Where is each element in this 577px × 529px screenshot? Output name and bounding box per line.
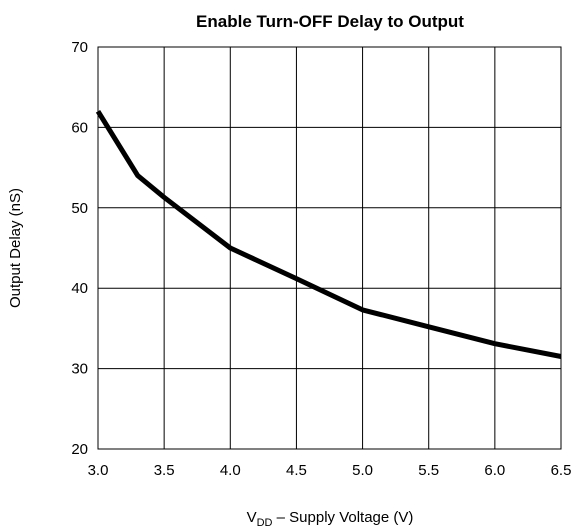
y-tick-label: 20 [71,441,88,458]
series-line-0 [95,109,562,359]
x-axis-label: VDD – Supply Voltage (V) [247,509,414,529]
y-tick-label: 40 [71,280,88,297]
x-axis-label-prefix: V [247,509,257,526]
chart-title: Enable Turn-OFF Delay to Output [196,12,464,31]
x-tick-label: 6.5 [551,462,572,479]
y-axis-label: Output Delay (nS) [7,188,24,308]
grid [97,46,562,450]
x-axis-label-subscript: DD [257,517,273,529]
y-tick-label: 50 [71,200,88,217]
y-tick-label: 30 [71,361,88,378]
y-tick-labels: 20 30 40 50 60 70 [71,39,88,458]
series-layer [95,109,562,359]
x-tick-label: 4.0 [220,462,241,479]
x-tick-label: 4.5 [286,462,307,479]
x-axis-label-suffix: – Supply Voltage (V) [272,509,413,526]
x-tick-label: 6.0 [484,462,505,479]
x-tick-labels: 3.0 3.5 4.0 4.5 5.0 5.5 6.0 6.5 [88,462,572,479]
x-tick-label: 5.5 [418,462,439,479]
x-tick-label: 3.0 [88,462,109,479]
plot-frame [97,46,562,450]
x-tick-label: 3.5 [154,462,175,479]
y-tick-label: 60 [71,119,88,136]
x-tick-label: 5.0 [352,462,373,479]
y-tick-label: 70 [71,39,88,56]
